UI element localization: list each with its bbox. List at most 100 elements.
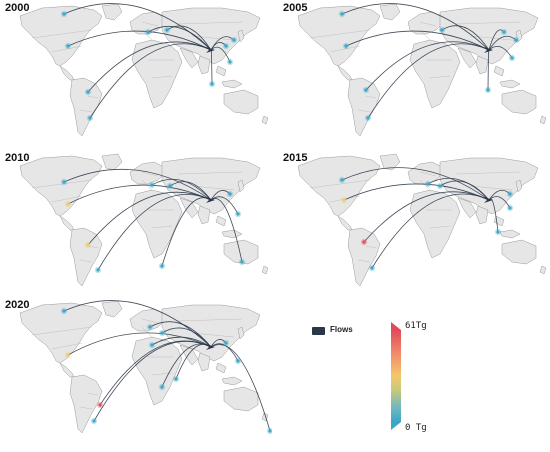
origin-node: [66, 353, 70, 357]
land-shape: [59, 362, 75, 378]
origin-node: [168, 184, 172, 188]
import-hub-marker: [484, 47, 493, 53]
land-shape: [261, 115, 269, 125]
import-hub-marker: [206, 344, 215, 350]
land-shape: [101, 300, 123, 318]
origin-node: [508, 206, 512, 210]
land-shape: [347, 77, 381, 137]
land-shape: [59, 215, 75, 231]
origin-node: [160, 331, 164, 335]
map-panel-2000: 2000: [2, 0, 272, 140]
country-border: [177, 318, 243, 322]
origin-node: [344, 44, 348, 48]
origin-node: [92, 419, 96, 423]
country-border: [455, 171, 521, 175]
country-border: [469, 35, 513, 41]
panel-year-label: 2015: [283, 152, 308, 164]
land-shape: [237, 179, 245, 193]
land-shape: [347, 227, 381, 287]
land-shape: [197, 55, 211, 75]
world-map-2015: [297, 153, 547, 287]
panel-year-label: 2020: [5, 299, 30, 311]
origin-node: [160, 264, 164, 268]
origin-node: [510, 56, 514, 60]
origin-node: [486, 88, 490, 92]
land-shape: [379, 153, 401, 171]
country-border: [429, 75, 451, 79]
country-border: [51, 342, 83, 350]
colorbar-max-arrow: [391, 322, 401, 330]
country-border: [191, 332, 235, 338]
country-border: [79, 259, 93, 263]
origin-node: [426, 182, 430, 186]
world-map-2005: [297, 3, 547, 137]
origin-node: [86, 90, 90, 94]
origin-node: [438, 184, 442, 188]
land-layer: [19, 3, 269, 137]
flow-line: [210, 190, 231, 201]
land-layer: [297, 3, 547, 137]
flow-line: [63, 168, 212, 201]
land-layer: [19, 300, 269, 434]
country-border: [31, 326, 93, 336]
country-border: [309, 29, 371, 39]
origin-node: [440, 28, 444, 32]
land-shape: [261, 265, 269, 275]
land-shape: [69, 77, 103, 137]
land-shape: [129, 308, 165, 332]
flow-line: [488, 35, 517, 51]
flow-line: [371, 193, 490, 269]
origin-node: [342, 198, 346, 202]
country-border: [419, 171, 437, 177]
flow-line: [67, 332, 212, 356]
flow-line: [67, 184, 212, 205]
flow-line: [345, 30, 490, 51]
land-shape: [179, 47, 199, 69]
flow-line: [210, 339, 227, 348]
land-shape: [457, 47, 477, 69]
origin-node: [236, 359, 240, 363]
flow-line: [147, 25, 212, 51]
origin-node: [86, 243, 90, 247]
land-shape: [515, 179, 523, 193]
country-border: [357, 259, 371, 263]
land-shape: [131, 189, 183, 259]
origin-node: [96, 268, 100, 272]
land-shape: [69, 374, 103, 434]
origin-node: [160, 385, 164, 389]
flow-line: [488, 45, 513, 59]
country-border: [329, 45, 361, 53]
origin-node: [232, 38, 236, 42]
country-border: [79, 406, 93, 410]
colorbar-min-label: 0 Tg: [405, 423, 427, 433]
map-panel-2010: 2010: [2, 150, 272, 290]
land-shape: [457, 197, 477, 219]
flow-line: [89, 43, 212, 119]
land-shape: [179, 344, 199, 366]
land-shape: [297, 5, 381, 67]
land-shape: [179, 197, 199, 219]
import-hub-marker: [206, 47, 215, 53]
origin-node: [165, 28, 169, 32]
land-shape: [337, 215, 353, 231]
flow-line: [210, 198, 243, 263]
world-map-2020: [19, 300, 272, 435]
country-border: [141, 171, 159, 177]
country-border: [469, 185, 513, 191]
flow-line: [343, 183, 490, 201]
origin-node: [502, 30, 506, 34]
land-shape: [59, 65, 75, 81]
flow-line: [210, 344, 271, 432]
origin-node: [340, 178, 344, 182]
land-shape: [129, 161, 165, 185]
land-shape: [131, 336, 183, 406]
map-panel-2015: 2015: [280, 150, 550, 290]
land-shape: [475, 205, 489, 225]
land-shape: [215, 362, 227, 374]
country-border: [87, 392, 99, 396]
origin-node: [224, 341, 228, 345]
country-border: [79, 109, 93, 113]
land-shape: [493, 215, 505, 227]
origin-node: [66, 202, 70, 206]
panel-year-label: 2000: [5, 2, 30, 14]
